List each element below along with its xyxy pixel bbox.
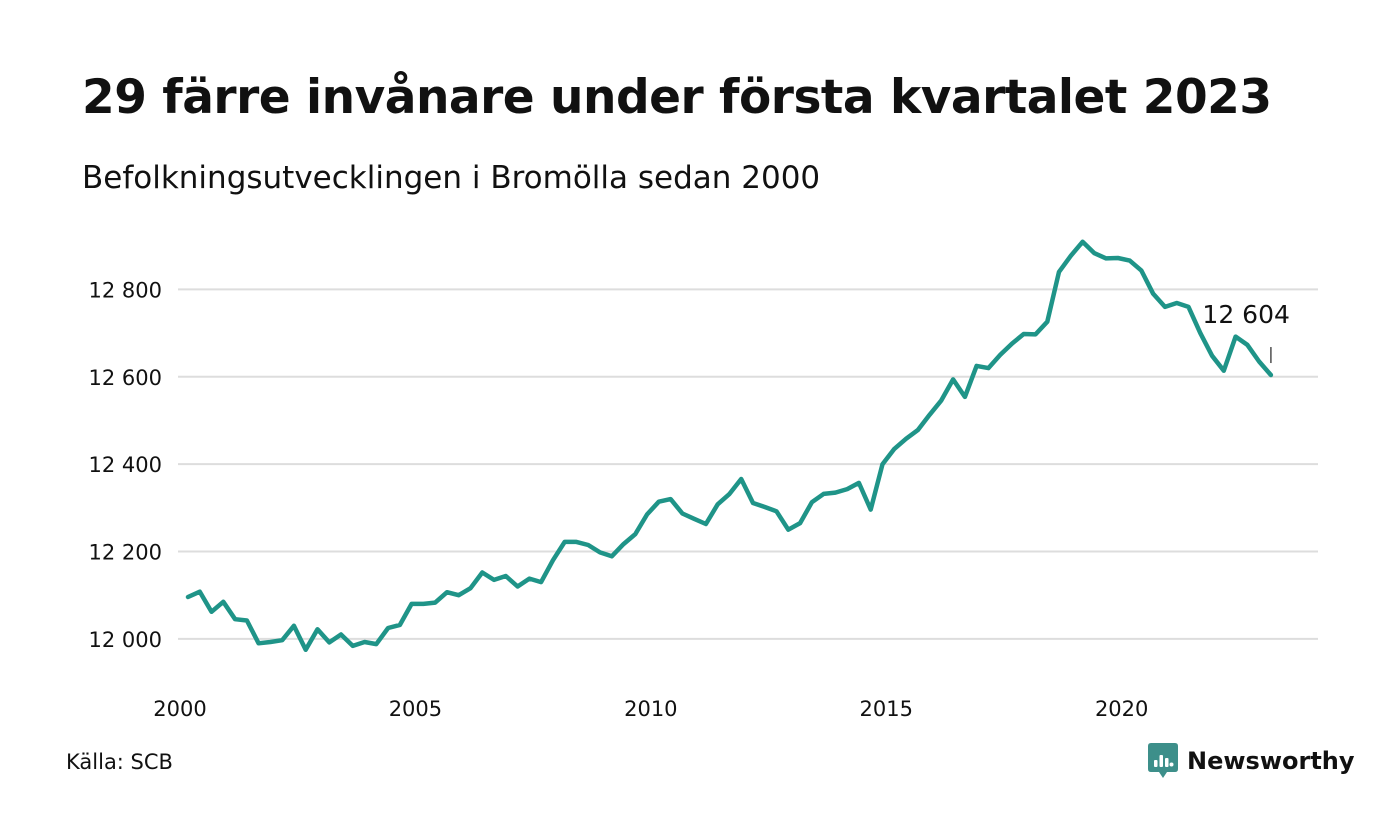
last-value-label: 12 604 — [1202, 300, 1289, 329]
series-layer — [185, 239, 1274, 653]
y-tick-label: 12 800 — [89, 278, 162, 302]
x-axis-tick-labels: 2000 2005 2010 2015 2020 — [153, 697, 1148, 721]
y-tick-label: 12 000 — [89, 628, 162, 652]
logo-bar-2 — [1159, 755, 1163, 767]
brand-logo: Newsworthy — [1148, 743, 1355, 779]
x-tick-label: 2020 — [1095, 697, 1148, 721]
brand-name: Newsworthy — [1187, 747, 1355, 775]
chart-title: 29 färre invånare under första kvartalet… — [82, 70, 1272, 125]
gridlines — [178, 288, 1318, 640]
newsworthy-logo-icon — [1148, 743, 1178, 778]
y-tick-label: 12 200 — [89, 541, 162, 565]
x-tick-label: 2000 — [153, 697, 206, 721]
y-tick-label: 12 600 — [89, 366, 162, 390]
source-note: Källa: SCB — [66, 750, 173, 774]
x-tick-label: 2005 — [389, 697, 442, 721]
logo-dot — [1169, 762, 1174, 767]
y-axis-tick-labels: 12 000 12 200 12 400 12 600 12 800 — [89, 278, 162, 651]
chart-subtitle: Befolkningsutvecklingen i Bromölla sedan… — [82, 160, 821, 196]
logo-bar-3 — [1165, 758, 1169, 767]
logo-bar-1 — [1154, 760, 1158, 767]
series-line — [185, 239, 1274, 653]
x-tick-label: 2015 — [860, 697, 913, 721]
y-tick-label: 12 400 — [89, 453, 162, 477]
annotation-layer: 12 604 — [1202, 300, 1290, 364]
x-tick-label: 2010 — [624, 697, 677, 721]
